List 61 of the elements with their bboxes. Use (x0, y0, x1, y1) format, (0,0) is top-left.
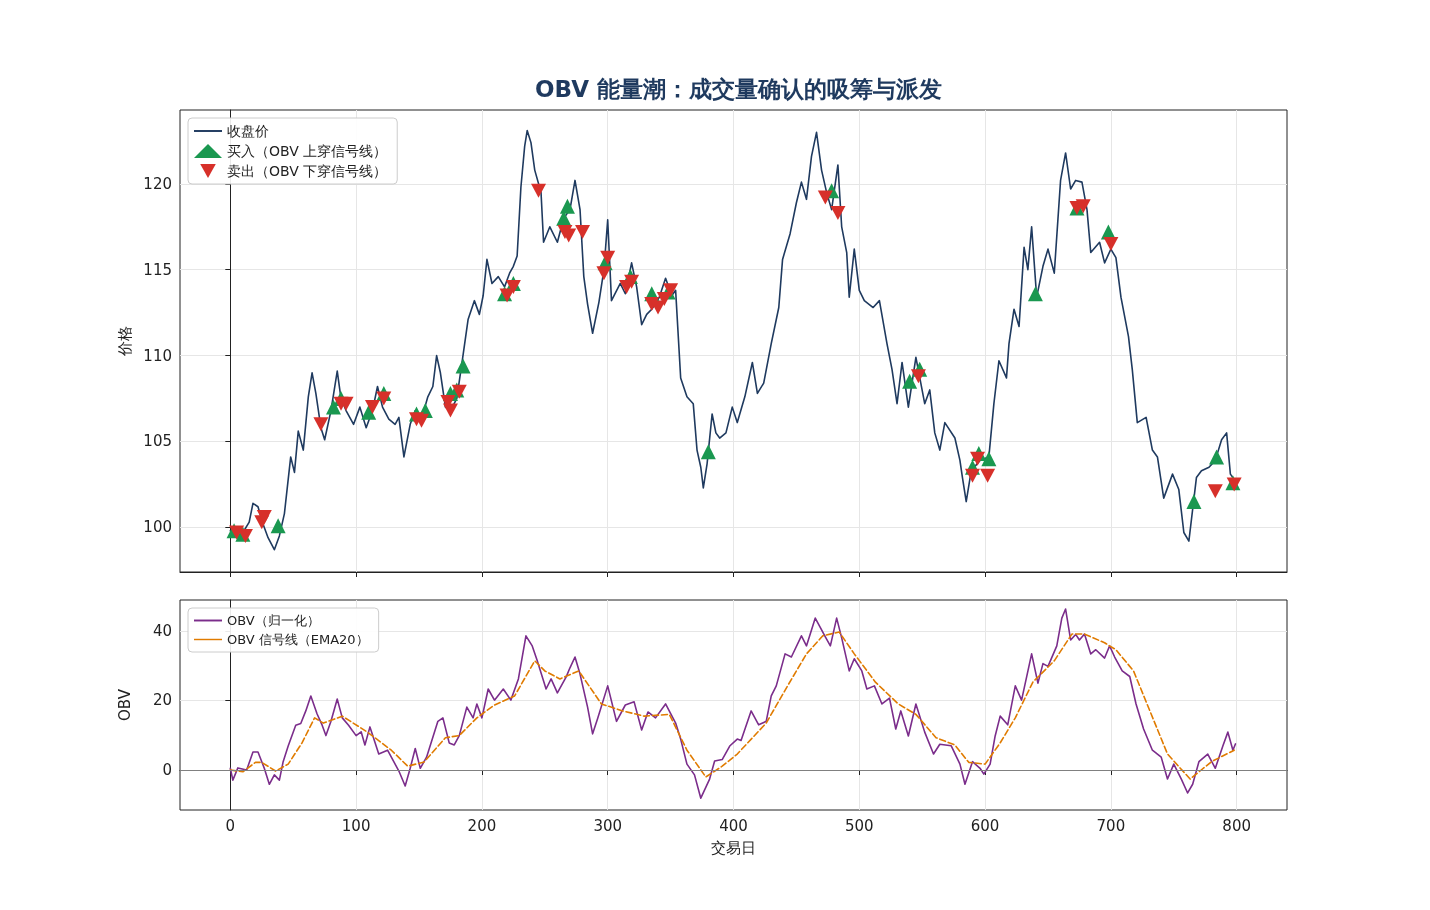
point (559, 198, 575, 214)
point (338, 396, 354, 411)
point (442, 403, 458, 418)
x-tick-label: 100 (341, 816, 371, 835)
point (700, 444, 716, 460)
point (505, 279, 521, 294)
point (600, 250, 616, 265)
point (1103, 236, 1119, 251)
point (902, 373, 918, 389)
point (270, 518, 286, 534)
point (910, 369, 926, 384)
point (1209, 449, 1225, 465)
point (656, 291, 672, 306)
x-tick-label: 0 (225, 816, 236, 835)
x-tick-label: 700 (1096, 816, 1126, 835)
text: OBV 信号线（EMA20） (227, 632, 369, 647)
point (817, 190, 833, 205)
legend-label: 买入（OBV 上穿信号线） (227, 143, 388, 159)
point (980, 468, 996, 483)
legend-label: OBV（归一化） (227, 613, 320, 628)
point (531, 183, 547, 198)
point (361, 404, 377, 420)
x-axis-title: 交易日 (711, 838, 756, 857)
line-series (229, 608, 1237, 799)
line-series (229, 631, 1235, 780)
y-tick-label: 20 (152, 691, 172, 710)
x-tick-label: 800 (1222, 816, 1251, 835)
point (325, 399, 341, 415)
point (376, 391, 392, 406)
point (830, 206, 846, 221)
legend-label: 收盘价 (227, 123, 269, 139)
x-tick-label: 200 (467, 816, 497, 835)
point (1186, 494, 1202, 510)
point (364, 400, 380, 415)
x-tick-label: 400 (719, 816, 748, 835)
y-axis-title: OBV (115, 688, 134, 721)
y-tick-label: 100 (143, 518, 172, 537)
x-tick-label: 500 (844, 816, 874, 835)
y-tick-label: 0 (162, 761, 172, 780)
legend-label: 卖出（OBV 下穿信号线） (227, 163, 388, 179)
x-tick-label: 600 (970, 816, 1000, 835)
y-tick-label: 105 (143, 432, 172, 451)
point (970, 451, 986, 466)
point (1207, 484, 1223, 499)
point (624, 274, 640, 289)
y-tick-label: 115 (143, 260, 172, 279)
y-axis-title: 价格 (115, 326, 134, 357)
point (965, 468, 981, 483)
point (575, 224, 591, 239)
y-tick-label: 120 (143, 174, 172, 193)
point (981, 451, 997, 467)
point (1027, 286, 1043, 302)
point (313, 417, 329, 432)
point (455, 358, 471, 374)
point (1075, 199, 1091, 214)
chart-title: OBV 能量潮：成交量确认的吸筹与派发 (535, 75, 942, 102)
point (596, 266, 612, 281)
x-tick-label: 300 (593, 816, 623, 835)
y-tick-label: 110 (143, 346, 172, 365)
point (256, 510, 272, 525)
y-tick-label: 40 (152, 621, 172, 640)
